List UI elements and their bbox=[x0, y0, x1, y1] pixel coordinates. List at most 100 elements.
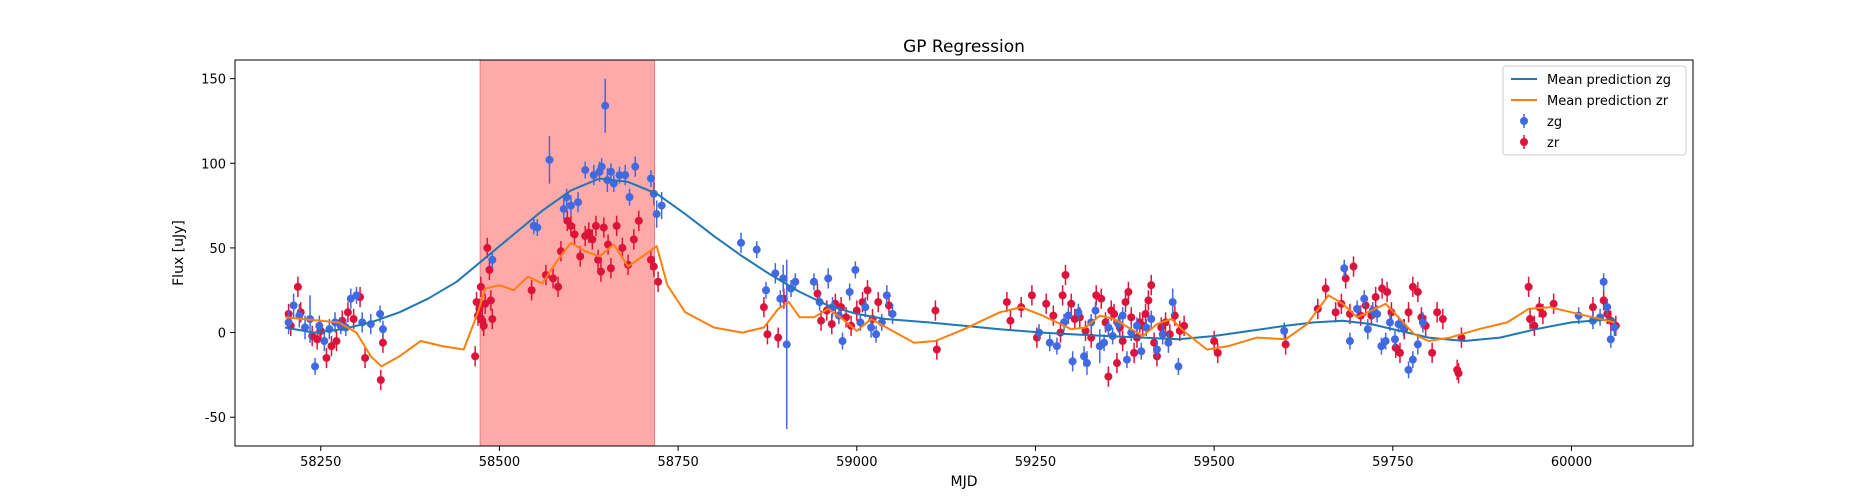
zr-point bbox=[599, 223, 608, 232]
zr-point bbox=[293, 282, 302, 291]
zr-point bbox=[1165, 330, 1174, 339]
zr-point bbox=[612, 221, 621, 230]
y-tick-label: 0 bbox=[218, 327, 226, 342]
zr-point bbox=[1408, 282, 1417, 291]
zr-point bbox=[479, 321, 488, 330]
zr-point bbox=[1428, 348, 1437, 357]
zr-point bbox=[1524, 282, 1533, 291]
legend-box bbox=[1502, 65, 1687, 156]
zr-point bbox=[1361, 301, 1370, 310]
zr-point bbox=[584, 228, 593, 237]
zg-point bbox=[574, 198, 583, 207]
zr-point bbox=[931, 306, 940, 315]
plot-area-frame bbox=[234, 59, 1694, 447]
zr-point bbox=[827, 320, 836, 329]
zg-point bbox=[1132, 321, 1141, 330]
zr-point bbox=[1210, 337, 1219, 346]
zg-point bbox=[872, 330, 881, 339]
zg-point bbox=[1158, 330, 1167, 339]
zg-point bbox=[838, 337, 847, 346]
zg-point bbox=[631, 162, 640, 171]
zg-point bbox=[888, 309, 897, 318]
zg-point bbox=[882, 291, 891, 300]
x-tick-label: 60000 bbox=[1551, 455, 1592, 470]
zg-point bbox=[1147, 315, 1156, 324]
y-tick-label: 50 bbox=[209, 242, 226, 257]
zr-point bbox=[763, 330, 772, 339]
zr-point bbox=[1027, 291, 1036, 300]
zr-point bbox=[1281, 340, 1290, 349]
zr-point bbox=[817, 316, 826, 325]
y-tick-label: -50 bbox=[205, 411, 226, 426]
zr-point bbox=[1530, 321, 1539, 330]
zg-point bbox=[1390, 335, 1399, 344]
zr-point bbox=[874, 298, 883, 307]
y-axis-title: Flux [uJy] bbox=[171, 220, 187, 286]
zr-point bbox=[1144, 296, 1153, 305]
zg-point bbox=[867, 323, 876, 332]
zg-point bbox=[581, 166, 590, 175]
zg-point bbox=[762, 286, 771, 295]
zg-point bbox=[1164, 338, 1173, 347]
legend-label-zg-prediction: Mean prediction zg bbox=[1547, 73, 1671, 88]
zg-point bbox=[284, 318, 293, 327]
x-tick-label: 59250 bbox=[1015, 455, 1056, 470]
legend-label-zg: zg bbox=[1547, 115, 1562, 130]
zg-point bbox=[809, 277, 818, 286]
zg-point bbox=[856, 318, 865, 327]
zr-point bbox=[1147, 281, 1156, 290]
zr-point bbox=[570, 230, 579, 239]
zr-point bbox=[527, 286, 536, 295]
zg-point bbox=[1606, 335, 1615, 344]
zg-point bbox=[1142, 323, 1151, 332]
zg-point bbox=[752, 245, 761, 254]
zr-point bbox=[1110, 309, 1119, 318]
zg-point bbox=[1340, 264, 1349, 273]
legend-label-zr-prediction: Mean prediction zr bbox=[1547, 94, 1669, 109]
zr-point bbox=[1433, 308, 1442, 317]
zr-point bbox=[1526, 315, 1535, 324]
zr-point bbox=[1549, 299, 1558, 308]
zr-point bbox=[554, 282, 563, 291]
y-axis: -50 0 50 100 150 bbox=[201, 73, 235, 426]
zg-point bbox=[1068, 357, 1077, 366]
zr-point bbox=[549, 274, 558, 283]
zr-point bbox=[1112, 359, 1121, 368]
zr-point bbox=[1454, 369, 1463, 378]
zr-point bbox=[646, 255, 655, 264]
zg-point bbox=[1082, 359, 1091, 368]
zg-point bbox=[824, 274, 833, 283]
zr-point bbox=[618, 243, 627, 252]
zr-point bbox=[327, 342, 336, 351]
x-tick-label: 58500 bbox=[479, 455, 520, 470]
zr-point bbox=[322, 353, 331, 362]
zr-point bbox=[576, 252, 585, 261]
zr-point bbox=[1121, 298, 1130, 307]
zg-point bbox=[1418, 318, 1427, 327]
zr-point bbox=[1213, 348, 1222, 357]
zr-point bbox=[476, 282, 485, 291]
zr-point bbox=[1104, 372, 1113, 381]
zg-point bbox=[1104, 323, 1113, 332]
zr-point bbox=[606, 264, 615, 273]
x-axis: 58250 58500 58750 59000 59250 59500 59750 60000 bbox=[300, 446, 1592, 470]
x-tick-label: 59750 bbox=[1372, 455, 1413, 470]
zg-point bbox=[1381, 337, 1390, 346]
zg-point bbox=[1345, 337, 1354, 346]
zr-point bbox=[1130, 348, 1139, 357]
zr-point bbox=[376, 375, 385, 384]
zr-mean-line bbox=[284, 241, 1615, 368]
x-axis-title: MJD bbox=[951, 474, 978, 490]
zr-point bbox=[629, 235, 638, 244]
zg-point bbox=[289, 301, 298, 310]
zg-point bbox=[1122, 355, 1131, 364]
zr-point bbox=[1395, 348, 1404, 357]
zg-point bbox=[597, 162, 606, 171]
zr-point bbox=[471, 352, 480, 361]
zr-point bbox=[759, 303, 768, 312]
zr-point bbox=[1067, 299, 1076, 308]
zr-point bbox=[588, 235, 597, 244]
zr-point bbox=[774, 333, 783, 342]
zr-point bbox=[1341, 274, 1350, 283]
zr-point bbox=[1331, 308, 1340, 317]
